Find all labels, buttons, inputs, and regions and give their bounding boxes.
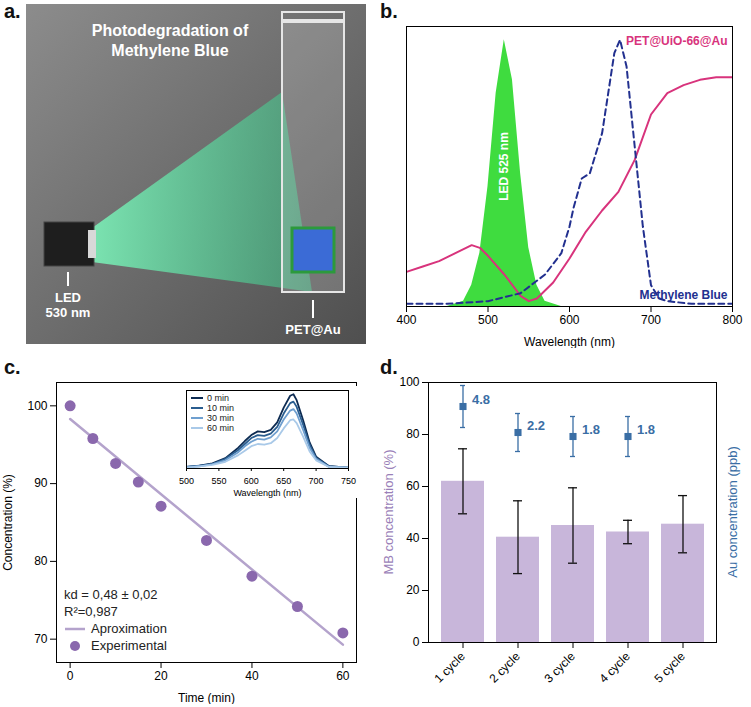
svg-text:20: 20 <box>406 583 420 597</box>
svg-text:Photodegradation ofMethylene B: Photodegradation ofMethylene Blue <box>92 22 249 59</box>
svg-text:60: 60 <box>406 479 420 493</box>
html-text:a.: a. <box>4 0 21 22</box>
svg-text:90: 90 <box>34 476 48 490</box>
svg-text:20: 20 <box>154 669 168 683</box>
svg-text:LED530 nm: LED530 nm <box>46 290 91 320</box>
html-text:30 min: 30 min <box>207 413 234 423</box>
html-text:60 min: 60 min <box>207 423 234 433</box>
svg-text:500: 500 <box>179 476 194 486</box>
svg-text:3 cycle: 3 cycle <box>542 649 579 686</box>
svg-text:80: 80 <box>406 427 420 441</box>
svg-text:Methylene Blue: Methylene Blue <box>639 288 727 302</box>
html-text:Experimental: Experimental <box>91 638 167 653</box>
svg-text:100: 100 <box>399 375 419 389</box>
svg-text:0: 0 <box>67 669 74 683</box>
svg-text:800: 800 <box>722 313 742 327</box>
svg-text:1 cycle: 1 cycle <box>432 649 469 686</box>
svg-text:Time (min): Time (min) <box>178 691 235 705</box>
svg-text:40: 40 <box>406 531 420 545</box>
html-text:b.: b. <box>380 0 398 22</box>
svg-text:4.8: 4.8 <box>472 392 490 407</box>
svg-text:70: 70 <box>34 632 48 646</box>
svg-text:5 cycle: 5 cycle <box>652 649 689 686</box>
svg-text:650: 650 <box>276 476 291 486</box>
svg-text:Concentration (%): Concentration (%) <box>1 474 15 571</box>
svg-text:PET@Au: PET@Au <box>285 322 340 337</box>
svg-text:750: 750 <box>341 476 356 486</box>
svg-text:40: 40 <box>245 669 259 683</box>
svg-text:400: 400 <box>396 313 416 327</box>
svg-text:60: 60 <box>336 669 350 683</box>
svg-text:700: 700 <box>309 476 324 486</box>
html-text:R²=0,987: R²=0,987 <box>64 604 118 619</box>
svg-text:LED 525 nm: LED 525 nm <box>497 132 511 201</box>
html-text:Au concentration (ppb): Au concentration (ppb) <box>724 446 740 578</box>
svg-text:0: 0 <box>413 635 420 649</box>
svg-text:4 cycle: 4 cycle <box>597 649 634 686</box>
html-text:Aproximation: Aproximation <box>91 621 167 636</box>
svg-text:Wavelength (nm): Wavelength (nm) <box>524 335 615 349</box>
svg-text:700: 700 <box>641 313 661 327</box>
svg-text:2.2: 2.2 <box>527 418 545 433</box>
svg-text:1.8: 1.8 <box>637 422 655 437</box>
html-text:kd = 0,48 ± 0,02: kd = 0,48 ± 0,02 <box>64 587 158 602</box>
svg-text:80: 80 <box>34 554 48 568</box>
svg-text:100: 100 <box>27 399 47 413</box>
html-text:0 min: 0 min <box>207 393 229 403</box>
svg-text:600: 600 <box>244 476 259 486</box>
html-text:c.: c. <box>4 356 21 378</box>
svg-text:550: 550 <box>211 476 226 486</box>
html-text:d.: d. <box>380 356 398 378</box>
svg-text:1.8: 1.8 <box>582 422 600 437</box>
svg-text:600: 600 <box>559 313 579 327</box>
svg-text:500: 500 <box>478 313 498 327</box>
html-text:10 min: 10 min <box>207 403 234 413</box>
svg-text:PET@UiO-66@Au: PET@UiO-66@Au <box>626 34 727 48</box>
svg-text:Wavelength (nm): Wavelength (nm) <box>233 488 301 498</box>
html-text:MB concentration (%): MB concentration (%) <box>380 449 396 575</box>
svg-text:2 cycle: 2 cycle <box>487 649 524 686</box>
